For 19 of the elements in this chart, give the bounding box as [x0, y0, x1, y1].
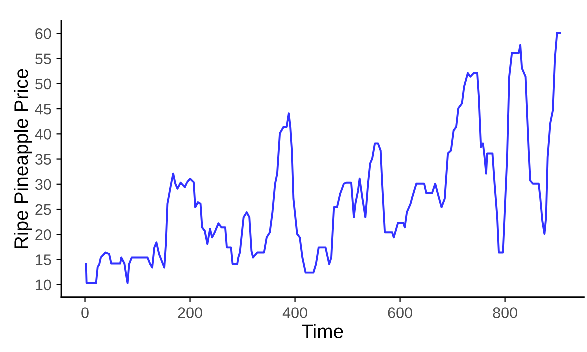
x-tick-label: 0	[82, 308, 89, 318]
y-tick-label: 35	[36, 154, 52, 165]
y-tick-label: 50	[36, 78, 52, 90]
y-axis-title: Ripe Pineapple Price	[14, 69, 32, 248]
y-tick-label: 30	[36, 179, 52, 190]
y-tick-label: 60	[36, 28, 52, 40]
x-tick-label: 800	[493, 308, 518, 318]
x-tick-label: 200	[178, 308, 202, 318]
x-tick-label: 400	[282, 308, 308, 318]
y-tick-label: 15	[36, 254, 52, 266]
line-series	[85, 32, 562, 284]
y-tick-label: 25	[36, 204, 52, 216]
x-axis-title: Time	[302, 324, 344, 338]
y-tick-label: 40	[35, 129, 52, 140]
y-tick-label: 20	[36, 230, 52, 240]
x-tick-label: 600	[388, 308, 412, 318]
y-tick-label: 55	[36, 54, 52, 64]
y-tick-label: 10	[36, 280, 52, 291]
y-tick-label: 45	[35, 104, 52, 115]
